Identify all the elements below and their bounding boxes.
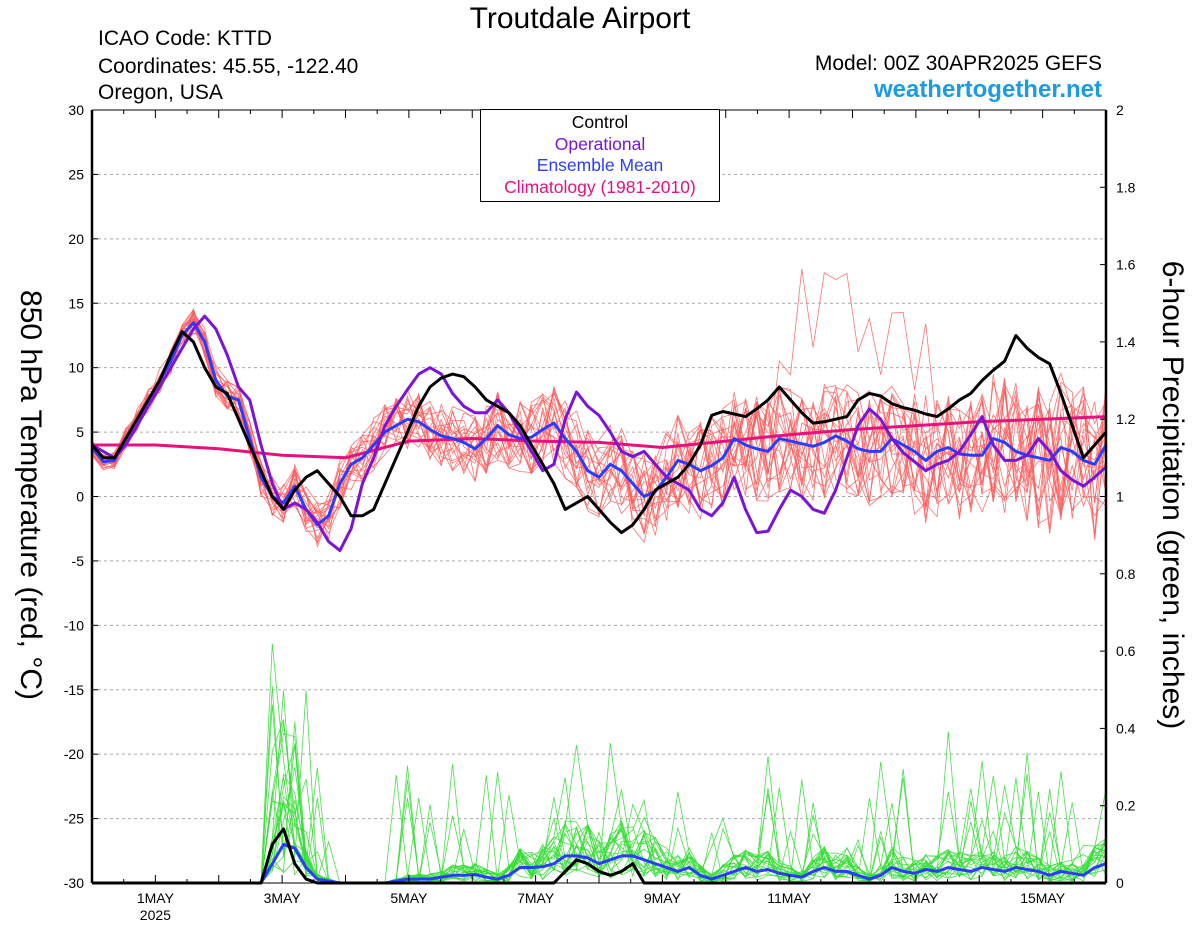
x-tick-label: 7MAY: [517, 890, 555, 906]
chart-title: Troutdale Airport: [469, 2, 691, 35]
y-tick-label: -15: [64, 682, 84, 698]
y-tick-label: 15: [68, 295, 84, 311]
y2-tick-label: 0.6: [1116, 643, 1136, 659]
temp-member-line: [91, 312, 1107, 545]
y-tick-label: -10: [64, 617, 84, 633]
legend-operational: Operational: [554, 133, 646, 154]
y2-tick-label: 0.2: [1116, 798, 1136, 814]
x-tick-label: 5MAY: [390, 890, 428, 906]
series-lines: [90, 314, 1108, 885]
legend: Control Operational Ensemble Mean Climat…: [480, 109, 720, 202]
legend-climatology: Climatology (1981-2010): [504, 176, 696, 197]
legend-ensemble-mean: Ensemble Mean: [536, 155, 664, 175]
icao-code: ICAO Code: KTTD: [98, 27, 272, 50]
model-run: Model: 00Z 30APR2025 GEFS: [814, 52, 1102, 75]
temp-member-line: [91, 268, 1107, 530]
y-tick-label: 5: [76, 424, 84, 440]
temp-member-line: [91, 317, 1107, 525]
x-tick-label: 15MAY: [1020, 890, 1066, 906]
y-tick-label: -20: [64, 746, 84, 762]
axes: 302520151050-5-10-15-20-25-3021.81.61.41…: [64, 102, 1136, 923]
site-name[interactable]: weathertogether.net: [873, 76, 1102, 103]
x-tick-label: 9MAY: [644, 890, 682, 906]
operational-temp-line: [91, 314, 1108, 553]
temp-member-line: [91, 308, 1107, 528]
y2-tick-label: 2: [1116, 102, 1124, 118]
y2-tick-label: 0.8: [1116, 566, 1136, 582]
y2-tick-label: 1.6: [1116, 257, 1136, 273]
y-tick-label: 25: [68, 166, 84, 182]
ensemble-members: [91, 268, 1107, 884]
y2-tick-label: 0: [1116, 875, 1124, 891]
ensemble-mean-temp-line: [90, 321, 1108, 527]
temp-member-line: [91, 322, 1107, 527]
temp-member-line: [91, 326, 1107, 549]
y-tick-label: 0: [76, 489, 84, 505]
precip-member-line: [92, 690, 1107, 884]
x-tick-label: 13MAY: [893, 890, 939, 906]
region: Oregon, USA: [98, 81, 223, 104]
y-axis-label-left: 850 hPa Temperature (red, °C): [14, 290, 47, 700]
y2-tick-label: 1.4: [1116, 334, 1136, 350]
y2-tick-label: 1.8: [1116, 179, 1136, 195]
control-temp-line: [90, 330, 1108, 535]
y-tick-label: 30: [68, 102, 84, 118]
y-tick-label: -5: [72, 553, 85, 569]
y-tick-label: 10: [68, 360, 84, 376]
x-tick-label: 3MAY: [264, 890, 302, 906]
climatology-temp-line: [92, 415, 1107, 460]
precip-member-line: [92, 643, 1107, 884]
y2-tick-label: 0.4: [1116, 720, 1136, 736]
y-tick-label: -30: [64, 875, 84, 891]
x-tick-label: 11MAY: [767, 890, 811, 906]
grid-lines: [92, 173, 1106, 820]
x-tick-sublabel: 2025: [140, 907, 171, 923]
y2-tick-label: 1: [1116, 489, 1124, 505]
y-tick-label: -25: [64, 811, 84, 827]
coordinates: Coordinates: 45.55, -122.40: [98, 55, 359, 78]
y2-tick-label: 1.2: [1116, 411, 1136, 427]
legend-control: Control: [571, 112, 629, 132]
y-axis-label-right: 6-hour Precipitation (green, inches): [1156, 260, 1189, 730]
y-tick-label: 20: [68, 231, 84, 247]
x-tick-label: 1MAY: [137, 890, 175, 906]
